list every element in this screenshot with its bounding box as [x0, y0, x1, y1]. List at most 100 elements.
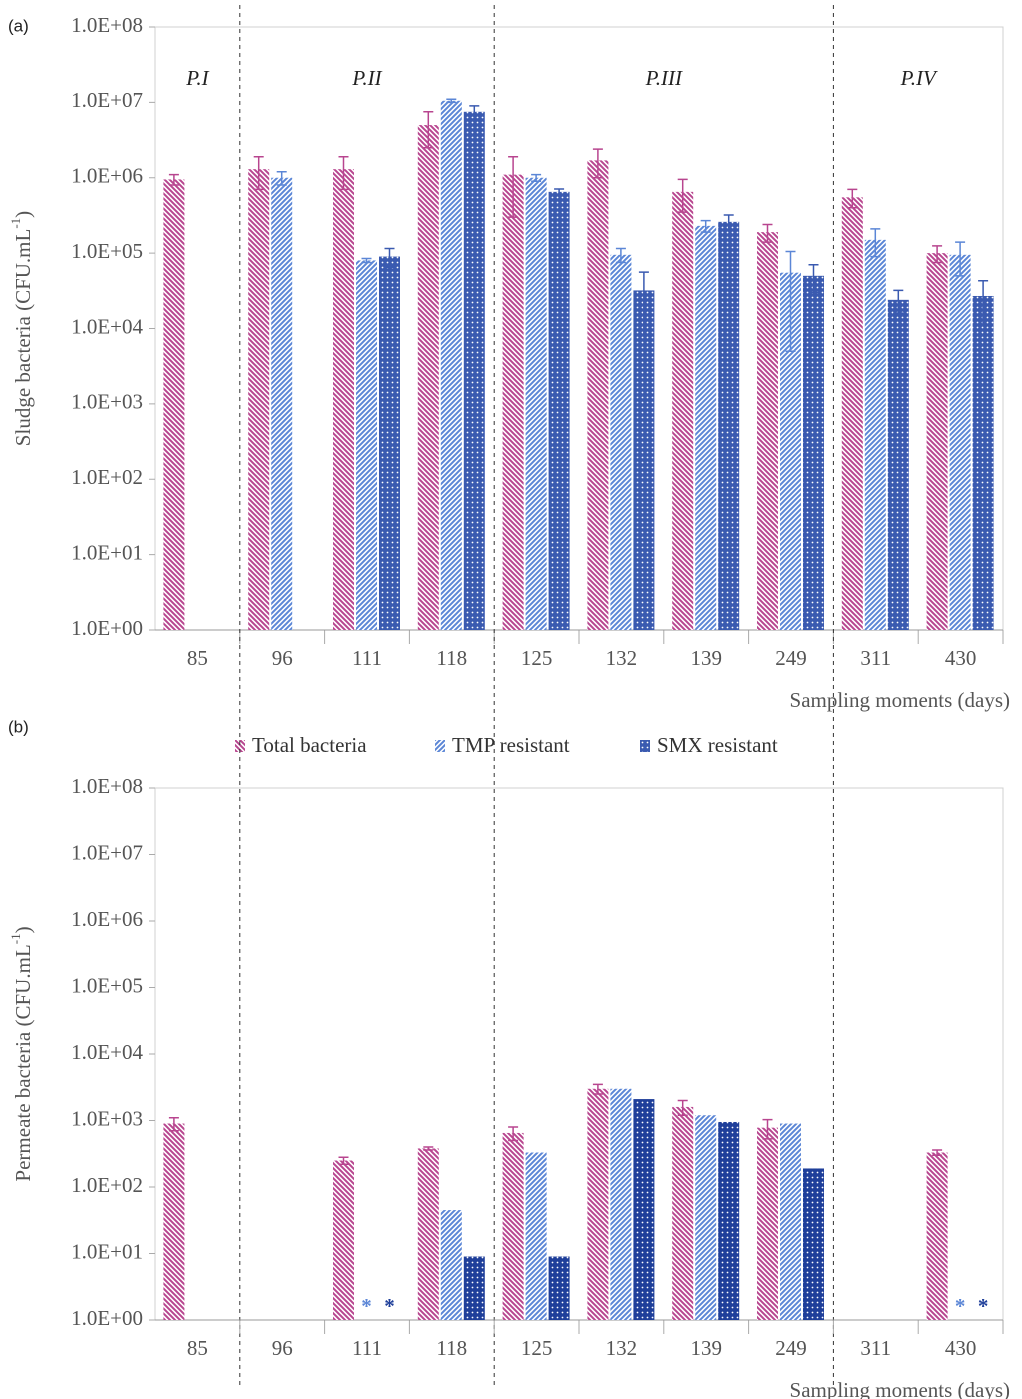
error-bar — [469, 105, 480, 120]
error-bar — [423, 111, 434, 149]
y-tick-label: 1.0E+04 — [71, 314, 143, 338]
error-bar — [808, 264, 819, 294]
y-tick-label: 1.0E+00 — [71, 616, 143, 640]
x-tick-label: 430 — [945, 646, 977, 670]
y-tick-label: 1.0E+03 — [71, 390, 143, 414]
error-bar — [508, 155, 519, 218]
y-axis-label-text: Permeate bacteria (CFU.mL — [11, 944, 35, 1181]
y-tick-label: 1.0E+05 — [71, 973, 143, 997]
x-tick-label: 118 — [436, 646, 467, 670]
bar — [926, 1152, 948, 1320]
x-tick-label: 111 — [352, 646, 382, 670]
panel-label: (b) — [8, 717, 29, 736]
y-axis-label: Sludge bacteria (CFU.mL-1) — [8, 211, 34, 446]
error-bar — [762, 1118, 773, 1140]
error-bar — [870, 228, 881, 258]
error-bar — [932, 245, 943, 264]
bar — [163, 179, 185, 630]
bar — [333, 169, 354, 631]
y-axis-label: Permeate bacteria (CFU.mL-1) — [8, 926, 34, 1181]
y-axis-label-text: Sludge bacteria (CFU.mL — [11, 229, 35, 447]
error-bar — [168, 173, 179, 186]
y-tick-label: 1.0E+06 — [71, 907, 143, 931]
bar — [548, 1256, 570, 1320]
bar — [864, 239, 886, 631]
legend-label: Total bacteria — [252, 733, 367, 757]
y-axis-label-sup: -1 — [8, 933, 23, 944]
x-tick-label: 125 — [521, 646, 553, 670]
y-axis-label-close: ) — [11, 211, 35, 218]
bar — [695, 1115, 717, 1320]
legend-swatch — [640, 740, 650, 752]
x-tick-label: 132 — [606, 1336, 638, 1360]
error-bar — [615, 247, 626, 264]
error-bar — [955, 241, 966, 277]
error-bar — [677, 1099, 688, 1116]
period-label: P.I — [185, 66, 209, 90]
error-bar — [554, 188, 565, 196]
period-label: P.III — [645, 66, 683, 90]
value-label: * — [955, 1294, 966, 1318]
error-bar — [677, 178, 688, 213]
error-bar — [723, 214, 734, 232]
bar — [887, 299, 909, 630]
error-bar — [932, 1149, 943, 1157]
y-tick-label: 1.0E+08 — [71, 13, 143, 37]
x-axis-label: Sampling moments (days) — [790, 1378, 1010, 1399]
error-bar — [446, 98, 457, 104]
bar — [502, 1132, 524, 1320]
x-tick-label: 139 — [690, 646, 722, 670]
error-bar — [168, 1117, 179, 1132]
legend-swatch — [435, 740, 445, 752]
bar — [672, 1106, 694, 1320]
x-tick-label: 85 — [187, 646, 208, 670]
error-bar — [785, 250, 796, 352]
bar — [803, 1168, 824, 1320]
x-tick-label: 249 — [775, 1336, 807, 1360]
x-tick-label: 85 — [187, 1336, 208, 1360]
legend-swatch — [235, 740, 245, 752]
bar — [972, 295, 994, 630]
error-bar — [423, 1146, 434, 1151]
error-bar — [847, 188, 858, 209]
x-tick-label: 118 — [436, 1336, 467, 1360]
bar — [926, 253, 948, 630]
bar — [440, 100, 462, 631]
error-bar — [893, 289, 904, 314]
bar — [163, 1123, 185, 1320]
error-bar — [276, 171, 287, 186]
bar — [780, 272, 801, 630]
value-label: * — [978, 1294, 989, 1318]
error-bar — [338, 155, 349, 191]
error-bar — [700, 219, 711, 233]
value-label: * — [361, 1294, 372, 1318]
panel-label: (a) — [8, 16, 29, 35]
bar — [502, 174, 524, 631]
bar — [525, 177, 547, 630]
bar — [463, 111, 485, 631]
bar — [587, 160, 609, 630]
x-tick-label: 430 — [945, 1336, 977, 1360]
y-tick-label: 1.0E+02 — [71, 465, 143, 489]
x-tick-label: 125 — [521, 1336, 553, 1360]
error-bar — [592, 1083, 603, 1095]
x-tick-label: 249 — [775, 646, 807, 670]
period-label: P.II — [351, 66, 382, 90]
bar — [610, 254, 632, 630]
error-bar — [592, 148, 603, 179]
bar — [610, 1088, 632, 1320]
y-tick-label: 1.0E+05 — [71, 239, 143, 263]
bar — [718, 1121, 740, 1320]
bar — [718, 221, 740, 631]
error-bar — [338, 1156, 349, 1165]
y-tick-label: 1.0E+04 — [71, 1040, 143, 1064]
legend-label: SMX resistant — [657, 733, 778, 757]
y-tick-label: 1.0E+07 — [71, 88, 143, 112]
bar — [841, 197, 863, 630]
bar — [672, 191, 694, 630]
error-bar — [384, 247, 395, 268]
legend-label: TMP resistant — [452, 733, 570, 757]
y-tick-label: 1.0E+08 — [71, 774, 143, 798]
bar — [525, 1152, 547, 1320]
y-tick-label: 1.0E+07 — [71, 840, 143, 864]
